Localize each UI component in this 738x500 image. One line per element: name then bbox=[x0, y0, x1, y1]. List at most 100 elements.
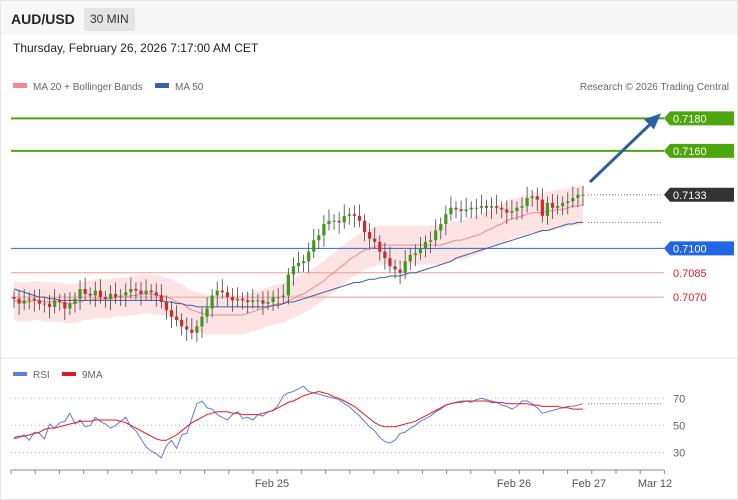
legend-ma20-swatch bbox=[13, 83, 27, 88]
candle-body bbox=[561, 202, 565, 207]
candle-body bbox=[581, 194, 585, 196]
candle-body bbox=[408, 254, 412, 262]
watermark: Research © 2026 Trading Central bbox=[580, 82, 729, 93]
candle-body bbox=[525, 198, 529, 207]
candle-body bbox=[535, 196, 539, 200]
candle-body bbox=[428, 240, 433, 242]
candle-body bbox=[332, 220, 336, 222]
candle-body bbox=[357, 215, 362, 221]
candle-body bbox=[362, 220, 367, 233]
candle-body bbox=[164, 302, 169, 311]
candle-body bbox=[12, 297, 16, 299]
legend-rsi-swatch bbox=[13, 372, 27, 376]
candle-body bbox=[42, 303, 47, 305]
candle-body bbox=[545, 202, 550, 216]
candle-body bbox=[317, 235, 321, 241]
candle-body bbox=[235, 298, 240, 301]
legend-ma50-swatch bbox=[155, 83, 169, 88]
candle-body bbox=[174, 316, 179, 320]
symbol-label: AUD/USD bbox=[11, 11, 75, 27]
level-label-0.7085: 0.7085 bbox=[673, 268, 707, 280]
date-line: Thursday, February 26, 2026 7:17:00 AM C… bbox=[13, 41, 259, 55]
candle-body bbox=[327, 220, 331, 224]
candle-body bbox=[444, 214, 448, 224]
ma20-line bbox=[13, 204, 584, 316]
candle-body bbox=[276, 297, 280, 299]
candle-body bbox=[469, 207, 473, 210]
candle-body bbox=[500, 207, 504, 210]
candle-body bbox=[241, 298, 245, 301]
candle-body bbox=[423, 241, 428, 249]
candle-body bbox=[515, 207, 519, 211]
candle-body bbox=[281, 295, 285, 298]
level-label-0.7100: 0.7100 bbox=[673, 243, 707, 255]
projection-arrow-head bbox=[644, 113, 661, 130]
candle-body bbox=[32, 298, 36, 301]
candle-body bbox=[134, 289, 138, 291]
candle-body bbox=[307, 251, 311, 262]
candle-body bbox=[88, 293, 92, 296]
candle-body bbox=[484, 206, 489, 208]
candle-body bbox=[180, 319, 184, 327]
candle-body bbox=[17, 298, 21, 304]
rsi-tick-30: 30 bbox=[673, 447, 685, 459]
rsi-ma-line bbox=[13, 390, 583, 441]
level-label-0.7160: 0.7160 bbox=[673, 146, 707, 158]
candle-body bbox=[108, 293, 113, 299]
candle-body bbox=[398, 269, 402, 273]
legend-rsima-label: 9MA bbox=[82, 370, 103, 381]
level-tag-0.7100 bbox=[664, 241, 734, 256]
level-label-0.7070: 0.7070 bbox=[673, 292, 707, 304]
candle-body bbox=[439, 224, 443, 231]
candle-body bbox=[58, 300, 62, 302]
timeframe-button[interactable]: 30 MIN bbox=[84, 8, 135, 31]
candle-body bbox=[530, 196, 534, 198]
candle-body bbox=[124, 292, 128, 296]
candle-body bbox=[78, 289, 82, 299]
legend-ma50-label: MA 50 bbox=[175, 82, 204, 93]
candle-body bbox=[154, 292, 158, 296]
candle-body bbox=[139, 290, 143, 294]
x-tick-label: Feb 26 bbox=[497, 478, 531, 490]
candle-body bbox=[185, 326, 189, 330]
candle-body bbox=[200, 316, 204, 327]
candle-body bbox=[555, 206, 560, 208]
candle-body bbox=[190, 329, 194, 333]
level-tag-0.7133 bbox=[664, 187, 734, 202]
level-tag-0.7160 bbox=[664, 143, 734, 158]
candle-body bbox=[576, 194, 580, 198]
ma50-line bbox=[13, 221, 583, 308]
legend-rsima-swatch bbox=[62, 372, 76, 376]
candle-body bbox=[403, 261, 407, 273]
candle-body bbox=[251, 300, 255, 302]
legend-rsi-label: RSI bbox=[33, 370, 50, 381]
candle-body bbox=[540, 199, 544, 216]
candle-body bbox=[322, 224, 326, 236]
candle-body bbox=[388, 258, 392, 267]
candle-body bbox=[474, 207, 478, 209]
candle-body bbox=[22, 300, 26, 304]
candle-body bbox=[459, 209, 463, 211]
candle-body bbox=[225, 292, 229, 298]
candle-body bbox=[119, 295, 123, 298]
candle-body bbox=[413, 253, 417, 255]
candle-body bbox=[342, 215, 346, 223]
candle-body bbox=[210, 295, 214, 309]
candle-body bbox=[286, 274, 290, 296]
candle-body bbox=[383, 251, 387, 259]
candle-body bbox=[73, 298, 77, 304]
candle-body bbox=[449, 207, 453, 215]
candle-body bbox=[129, 289, 133, 293]
candle-body bbox=[83, 289, 87, 294]
candle-body bbox=[434, 230, 438, 241]
level-label-0.7180: 0.7180 bbox=[673, 113, 707, 125]
projection-arrow bbox=[588, 123, 652, 184]
candle-body bbox=[393, 266, 397, 270]
candle-body bbox=[495, 206, 499, 208]
candle-body bbox=[261, 300, 265, 304]
candle-body bbox=[312, 240, 316, 252]
candle-body bbox=[347, 214, 351, 216]
candle-body bbox=[505, 209, 509, 213]
candle-body bbox=[368, 232, 372, 239]
